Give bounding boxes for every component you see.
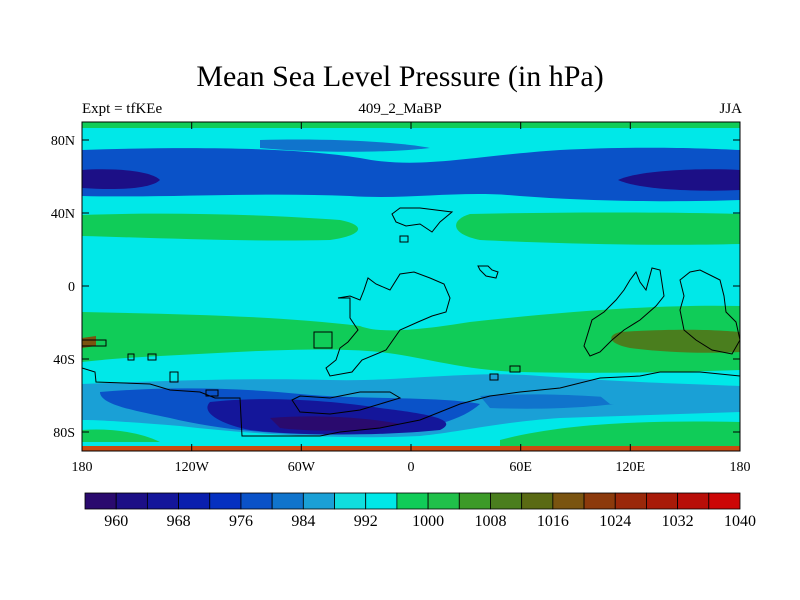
colorbar-label: 992: [354, 513, 378, 530]
colorbar-swatch: [708, 492, 741, 510]
colorbar-swatch: [115, 492, 148, 510]
colorbar-label: 960: [104, 513, 128, 530]
colorbar-label: 1016: [537, 513, 569, 530]
colorbar-swatch: [178, 492, 211, 510]
colorbar-swatch: [240, 492, 273, 510]
colorbar-swatch: [614, 492, 647, 510]
colorbar-label: 1008: [474, 513, 506, 530]
north-subpolar-low: [82, 147, 740, 202]
y-tick-label: 40S: [53, 353, 75, 368]
colorbar-swatch: [302, 492, 335, 510]
map-title: Mean Sea Level Pressure (in hPa): [196, 60, 604, 93]
colorbar-swatch: [427, 492, 460, 510]
colorbar-label: 1032: [662, 513, 694, 530]
colorbar-swatch: [646, 492, 679, 510]
colorbar-swatch: [521, 492, 554, 510]
period-label: 409_2_MaBP: [358, 101, 442, 117]
colorbar-swatch: [583, 492, 616, 510]
colorbar-label: 1040: [724, 513, 756, 530]
x-tick-label: 60W: [288, 460, 316, 475]
y-tick-label: 80N: [51, 134, 75, 149]
colorbar-swatch: [146, 492, 179, 510]
x-tick-label: 120E: [616, 460, 646, 475]
x-tick-label: 180: [730, 460, 751, 475]
colorbar-swatch: [334, 492, 367, 510]
y-tick-label: 0: [68, 280, 75, 295]
colorbar-swatch: [84, 492, 117, 510]
colorbar-labels: 960 968 976 984 992 1000 1008 1016 1024 1032 1040: [104, 513, 756, 530]
north-subpolar-core: [82, 169, 160, 190]
x-tick-label: 60E: [509, 460, 532, 475]
y-tick-label: 80S: [53, 426, 75, 441]
north-subtropical-high: [82, 213, 359, 241]
colorbar-label: 1024: [599, 513, 631, 530]
y-axis-ticks: [82, 139, 740, 433]
colorbar-swatch: [365, 492, 398, 510]
colorbar-label: 976: [229, 513, 253, 530]
y-tick-label: 40N: [51, 207, 75, 222]
x-tick-label: 120W: [175, 460, 210, 475]
x-tick-label: 180: [72, 460, 93, 475]
colorbar-label: 984: [291, 513, 315, 530]
experiment-label: Expt = tfKEe: [82, 101, 163, 117]
colorbar-swatch: [458, 492, 491, 510]
colorbar: [84, 492, 741, 510]
colorbar-swatch: [271, 492, 304, 510]
south-subtropical-high: [82, 305, 740, 373]
season-label: JJA: [719, 101, 742, 117]
x-tick-label: 0: [408, 460, 415, 475]
coastlines: [82, 207, 740, 437]
colorbar-label: 1000: [412, 513, 444, 530]
colorbar-swatch: [490, 492, 523, 510]
x-axis-ticks: [81, 122, 741, 451]
pressure-field: [82, 122, 740, 451]
colorbar-swatch: [552, 492, 585, 510]
colorbar-swatch: [396, 492, 429, 510]
colorbar-label: 968: [167, 513, 191, 530]
colorbar-swatch: [209, 492, 242, 510]
colorbar-swatch: [677, 492, 710, 510]
